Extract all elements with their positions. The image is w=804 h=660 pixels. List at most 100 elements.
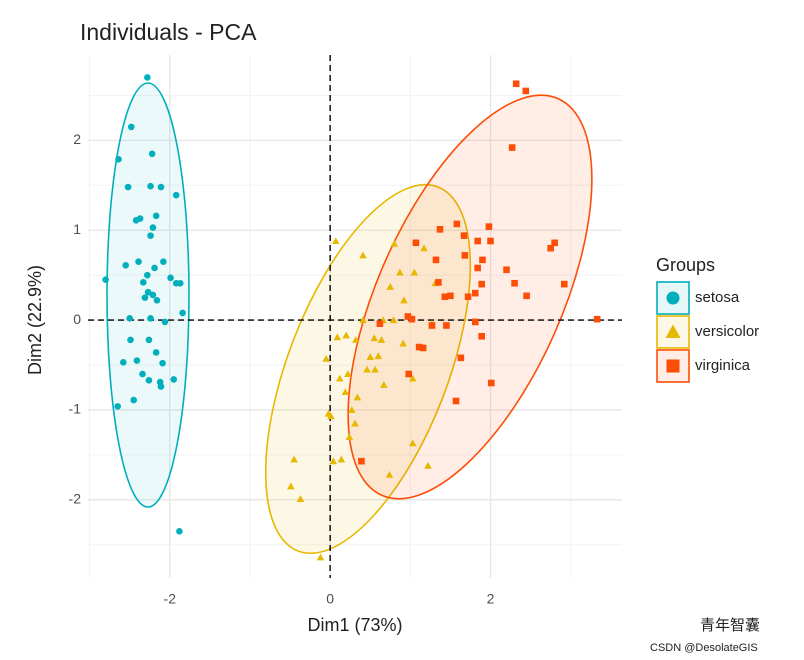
legend: setosa versicolor virginica (656, 281, 759, 383)
point (370, 334, 379, 342)
point (400, 296, 408, 304)
point (352, 336, 360, 343)
point (457, 354, 465, 362)
point (342, 331, 350, 339)
point (160, 258, 167, 265)
point (145, 336, 153, 344)
point (147, 182, 154, 190)
point (345, 433, 354, 440)
point (389, 316, 398, 324)
point (385, 470, 394, 478)
point (485, 223, 493, 230)
point (322, 354, 330, 362)
y-tick-label: -1 (69, 401, 82, 417)
point (666, 291, 680, 305)
point (331, 237, 340, 245)
point (560, 280, 568, 288)
point (666, 359, 680, 373)
point (461, 252, 469, 259)
point (337, 455, 346, 463)
point (130, 396, 138, 404)
point (329, 457, 338, 465)
chart-title: Individuals - PCA (80, 19, 257, 45)
point (135, 258, 142, 265)
x-tick-label: 2 (487, 591, 495, 607)
point (408, 374, 417, 382)
point (474, 237, 481, 245)
point (287, 482, 295, 490)
point (124, 183, 132, 191)
point (415, 343, 423, 351)
y-tick-label: -2 (69, 491, 82, 507)
point (408, 439, 417, 447)
point (170, 376, 178, 383)
point (405, 370, 413, 378)
y-tick-label: 2 (73, 131, 81, 147)
point (523, 292, 530, 300)
y-tick-label: 1 (73, 221, 81, 237)
point (443, 322, 450, 329)
point (511, 279, 518, 287)
point (447, 292, 454, 300)
point (151, 264, 158, 272)
point (102, 276, 109, 283)
point (377, 336, 386, 343)
point (471, 318, 479, 326)
point (290, 455, 298, 463)
point (471, 289, 479, 297)
point (460, 232, 468, 239)
point (386, 283, 395, 290)
point (126, 314, 133, 322)
point (374, 352, 383, 360)
point (478, 332, 485, 340)
point (551, 239, 558, 247)
point (327, 412, 335, 420)
point (363, 365, 371, 373)
point (428, 322, 436, 329)
point (351, 419, 359, 427)
point (144, 271, 151, 279)
x-axis-label: Dim1 (73%) (307, 615, 402, 635)
point (149, 291, 157, 299)
point (152, 212, 160, 220)
point (115, 155, 122, 163)
point (487, 237, 494, 245)
point (157, 383, 165, 390)
point (172, 191, 180, 199)
point (512, 80, 520, 88)
point (127, 336, 134, 344)
point (522, 87, 530, 95)
point (441, 293, 449, 301)
point (176, 279, 184, 287)
point (141, 294, 149, 301)
point (133, 357, 141, 364)
point (479, 256, 486, 264)
x-tick-label: 0 (326, 591, 334, 607)
point (353, 393, 362, 401)
point (432, 256, 440, 264)
point (147, 232, 154, 239)
point (316, 553, 325, 561)
point (452, 397, 460, 405)
point (347, 406, 356, 413)
point (333, 333, 342, 341)
x-tick-label: -2 (164, 591, 177, 607)
point (390, 239, 399, 247)
point (132, 217, 140, 224)
point (167, 274, 174, 282)
point (119, 359, 127, 366)
point (144, 288, 152, 296)
point (153, 297, 161, 304)
point (371, 365, 379, 373)
point (408, 315, 416, 323)
point (508, 144, 516, 151)
point (157, 183, 165, 191)
point (547, 244, 554, 252)
point (380, 381, 388, 388)
point (144, 74, 151, 81)
point (404, 313, 412, 320)
point (161, 318, 169, 326)
watermark: CSDN @DesolateGIS (650, 642, 758, 654)
point (148, 150, 156, 158)
